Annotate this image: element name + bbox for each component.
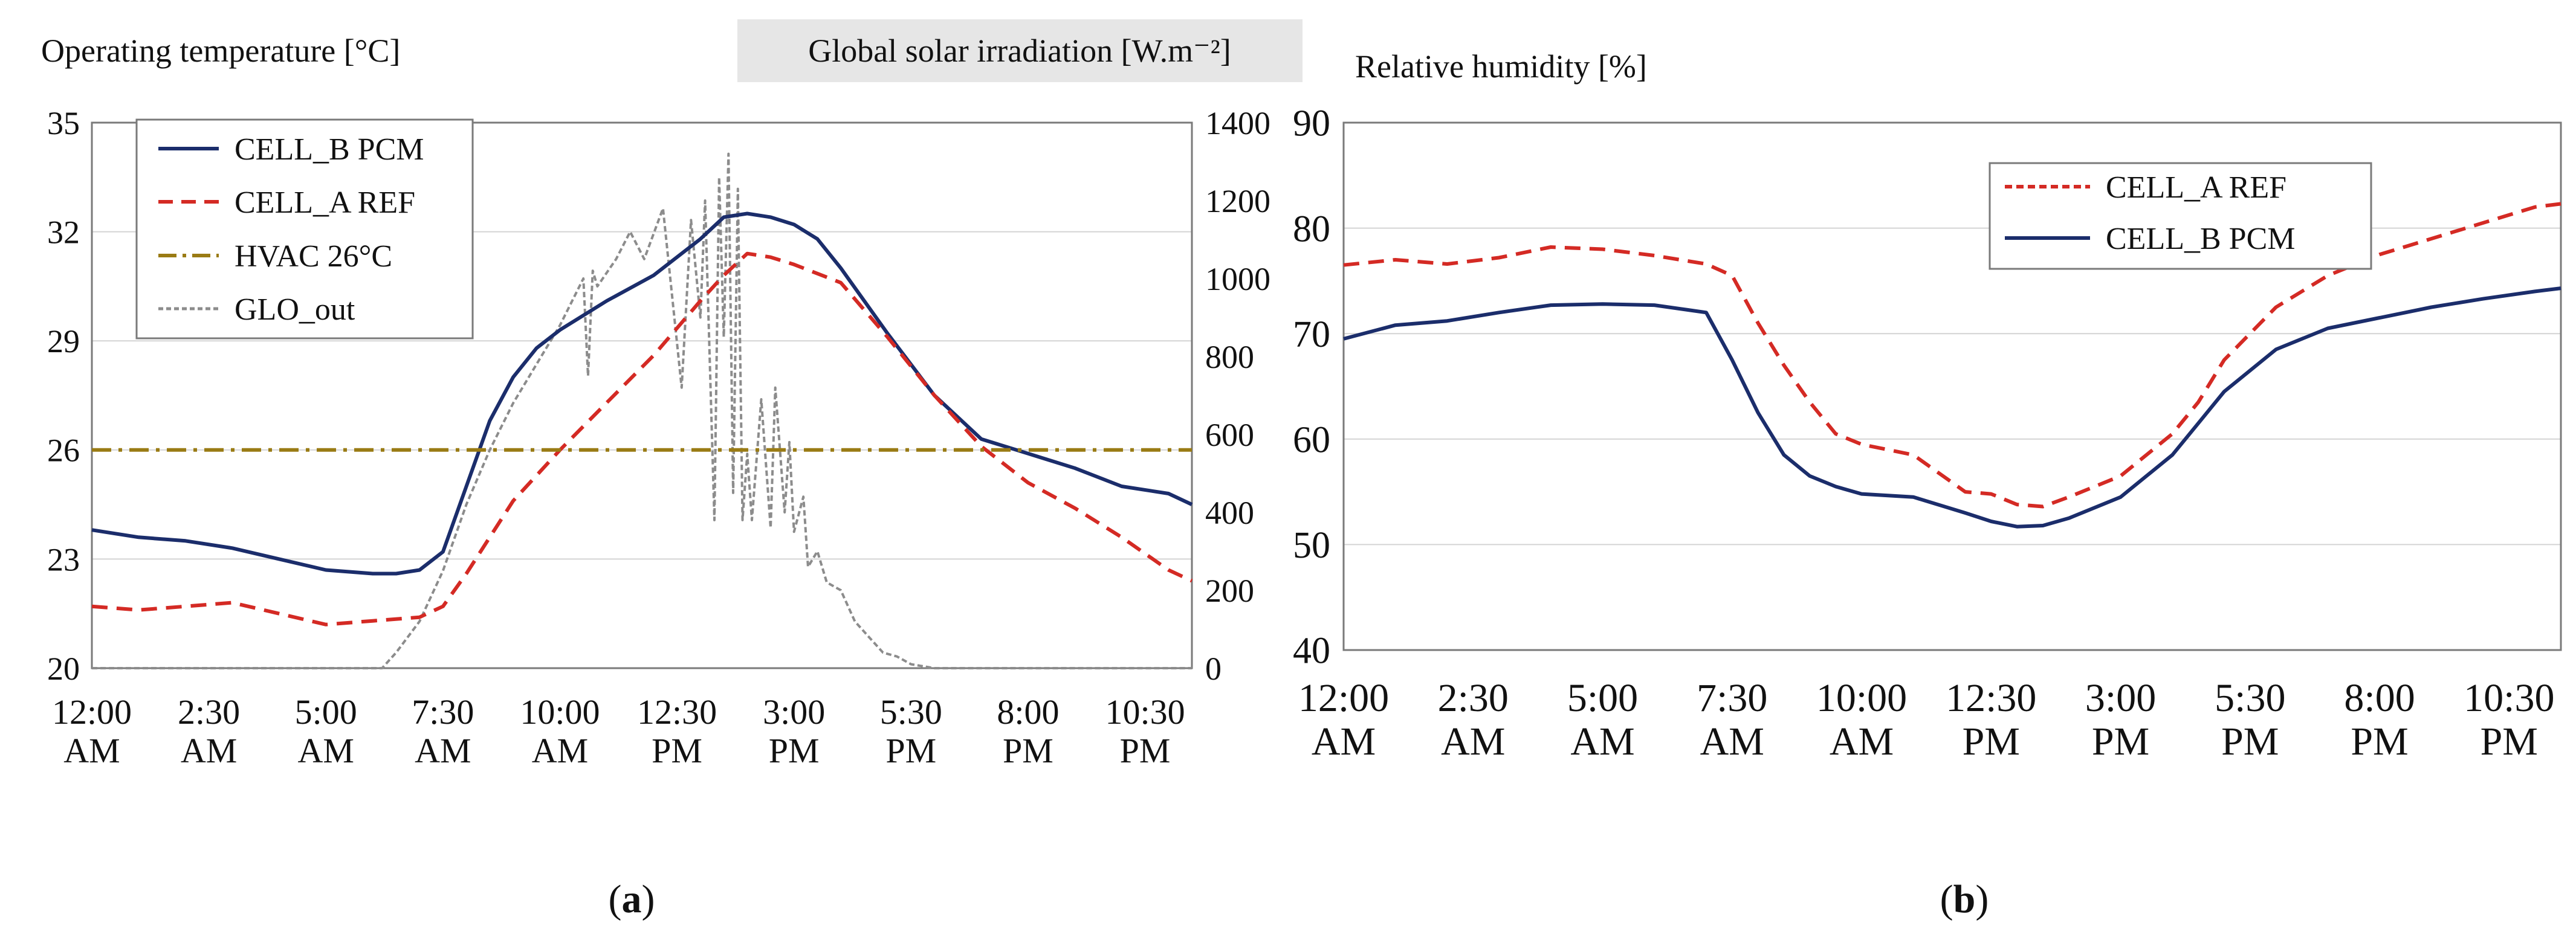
y2-tick-label: 1000 xyxy=(1205,261,1270,297)
x-tick-label: 2:30 xyxy=(1438,676,1509,720)
x-tick-label: 8:00 xyxy=(997,692,1059,732)
y-tick-label: 70 xyxy=(1293,314,1330,355)
y-axis-ticks: 40 50 60 70 80 90 xyxy=(1293,103,1330,672)
legend-label-cell-b-pcm: CELL_B PCM xyxy=(2106,222,2296,256)
y-tick-label: 35 xyxy=(47,105,80,141)
x-tick-label: 2:30 xyxy=(178,692,240,732)
legend-label-hvac: HVAC 26°C xyxy=(235,239,392,274)
x-tick-label: 3:00 xyxy=(763,692,825,732)
x-tick-label-period: PM xyxy=(652,731,702,770)
x-tick-label-period: AM xyxy=(63,731,120,770)
legend: CELL_B PCM CELL_A REF HVAC 26°C GLO_out xyxy=(135,118,474,340)
chart-panel-a: 20 23 26 29 32 35 0 200 400 600 800 1000 1200 1400 1… xyxy=(41,19,1303,921)
caption-b: (b) xyxy=(1940,877,1989,921)
y-axis-title: Operating temperature [°C] xyxy=(41,33,400,69)
legend: CELL_A REF CELL_B PCM xyxy=(1989,162,2372,270)
x-tick-label-period: PM xyxy=(2351,720,2408,764)
x-tick-label-period: PM xyxy=(2221,720,2279,764)
x-tick-label: 5:30 xyxy=(880,692,942,732)
x-tick-label-period: AM xyxy=(532,731,588,770)
y2-axis-ticks: 0 200 400 600 800 1000 1200 1400 xyxy=(1205,105,1270,687)
y2-tick-label: 1200 xyxy=(1205,183,1270,219)
y-tick-label: 90 xyxy=(1293,103,1330,144)
x-tick-label-period: PM xyxy=(2092,720,2149,764)
y-tick-label: 29 xyxy=(47,323,80,359)
y2-axis-title: Global solar irradiation [W.m⁻²] xyxy=(808,33,1231,69)
y-axis-ticks: 20 23 26 29 32 35 xyxy=(47,105,80,687)
x-tick-label-period: AM xyxy=(1441,720,1505,764)
legend-label-cell-b-pcm: CELL_B PCM xyxy=(235,132,424,167)
gridlines xyxy=(1344,122,2561,651)
caption-a-letter: a xyxy=(622,877,642,921)
plot-frame xyxy=(1342,121,2562,651)
x-tick-label: 8:00 xyxy=(2344,676,2415,720)
legend-label-glo-out: GLO_out xyxy=(235,292,355,327)
y-tick-label: 40 xyxy=(1293,631,1330,672)
y-tick-label: 20 xyxy=(47,651,80,687)
y2-tick-label: 600 xyxy=(1205,417,1254,453)
x-tick-label: 7:30 xyxy=(412,692,474,732)
y2-tick-label: 1400 xyxy=(1205,105,1270,141)
legend-label-cell-a-ref: CELL_A REF xyxy=(235,185,415,220)
x-tick-label-period: AM xyxy=(415,731,471,770)
y-tick-label: 23 xyxy=(47,541,80,578)
x-tick-label-period: AM xyxy=(297,731,354,770)
x-tick-label: 10:30 xyxy=(1105,692,1185,732)
x-tick-label-period: PM xyxy=(769,731,820,770)
x-tick-label-period: AM xyxy=(1830,720,1894,764)
plot-frame xyxy=(91,121,1193,669)
x-tick-label: 10:30 xyxy=(2464,676,2554,720)
y2-axis-title-box: Global solar irradiation [W.m⁻²] xyxy=(737,19,1303,82)
x-tick-label-period: PM xyxy=(1120,731,1171,770)
y2-tick-label: 800 xyxy=(1205,339,1254,375)
x-tick-label: 12:00 xyxy=(52,692,132,732)
x-tick-label: 12:00 xyxy=(1298,676,1389,720)
x-tick-label-period: PM xyxy=(1963,720,2020,764)
y-tick-label: 32 xyxy=(47,214,80,251)
series-line-cell-b-pcm xyxy=(91,211,1193,576)
caption-a: (a) xyxy=(609,877,655,921)
y2-tick-label: 200 xyxy=(1205,573,1254,609)
x-tick-label: 12:30 xyxy=(637,692,717,732)
x-tick-label-period: PM xyxy=(1003,731,1053,770)
x-tick-label: 5:00 xyxy=(295,692,357,732)
x-tick-label: 10:00 xyxy=(1816,676,1907,720)
y-tick-label: 26 xyxy=(47,433,80,469)
x-tick-label-period: PM xyxy=(2481,720,2538,764)
y2-tick-label: 0 xyxy=(1205,651,1222,687)
x-tick-label: 5:30 xyxy=(2215,676,2285,720)
x-axis-ticks: 12:00AM2:30AM5:00AM7:30AM10:00AM12:30PM3… xyxy=(52,692,1185,770)
series-group xyxy=(91,152,1193,669)
x-tick-label-period: AM xyxy=(181,731,237,770)
x-tick-label-period: AM xyxy=(1700,720,1764,764)
series-group xyxy=(1343,202,2561,529)
x-tick-label-period: PM xyxy=(885,731,936,770)
x-tick-label: 3:00 xyxy=(2085,676,2156,720)
x-tick-label: 7:30 xyxy=(1697,676,1767,720)
x-tick-label: 12:30 xyxy=(1946,676,2036,720)
y-tick-label: 50 xyxy=(1293,525,1330,566)
y-axis-title: Relative humidity [%] xyxy=(1355,48,1647,85)
y2-tick-label: 400 xyxy=(1205,495,1254,531)
legend-label-cell-a-ref: CELL_A REF xyxy=(2106,170,2286,205)
x-tick-label-period: AM xyxy=(1570,720,1634,764)
caption-b-letter: b xyxy=(1953,877,1976,921)
x-tick-label: 10:00 xyxy=(520,692,600,732)
y-tick-label: 80 xyxy=(1293,208,1330,250)
series-line-cell-a-ref xyxy=(1343,202,2561,509)
x-axis-ticks: 12:00AM2:30AM5:00AM7:30AM10:00AM12:30PM3… xyxy=(1298,676,2555,764)
x-tick-label: 5:00 xyxy=(1567,676,1638,720)
series-line-cell-b-pcm xyxy=(1343,286,2561,529)
y-tick-label: 60 xyxy=(1293,420,1330,461)
x-tick-label-period: AM xyxy=(1312,720,1376,764)
